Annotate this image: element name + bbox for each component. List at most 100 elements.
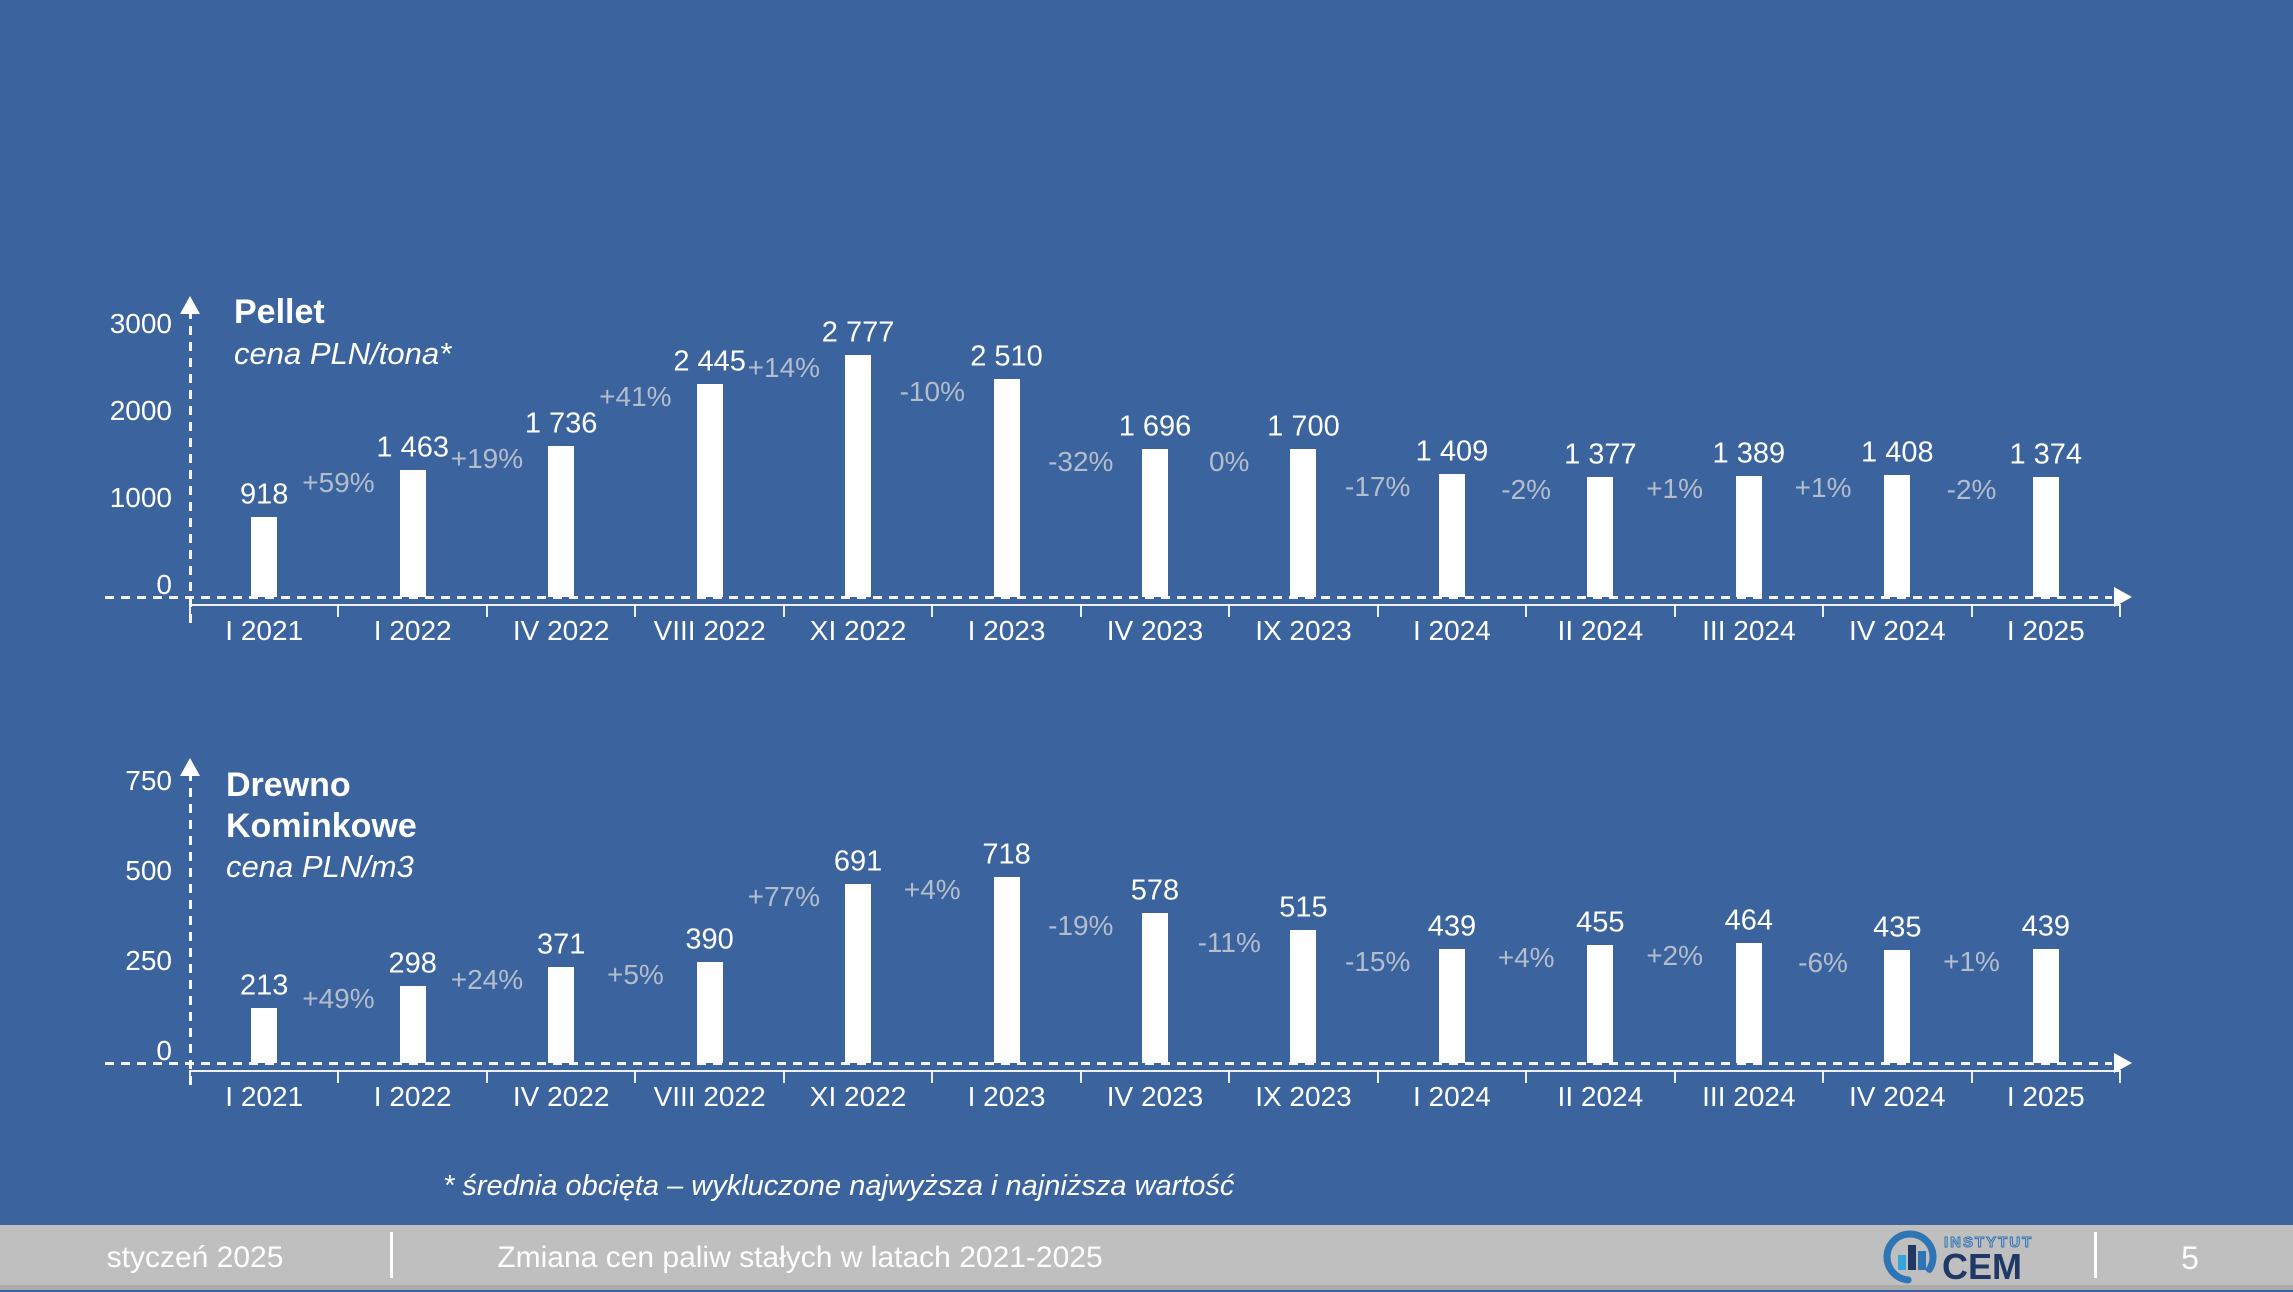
bar-value-label: 1 374	[2009, 438, 2083, 471]
category-label: I 2021	[225, 615, 304, 646]
bar-value-label: 464	[1724, 904, 1774, 937]
category-label: XI 2022	[809, 1081, 907, 1112]
bar	[1587, 945, 1614, 1063]
category-tick-mark	[931, 1070, 934, 1083]
category-tick-mark	[189, 1070, 191, 1083]
logo-text-bottom: CEM	[1942, 1246, 2022, 1287]
category-tick-mark	[337, 604, 340, 617]
percent-change-label: +4%	[903, 874, 961, 905]
bar-value-label: 1 409	[1415, 435, 1489, 468]
percent-change-label: -6%	[1798, 947, 1848, 978]
category-tick-mark	[1228, 604, 1231, 617]
category-label: XI 2022	[809, 615, 907, 646]
bar	[399, 470, 426, 597]
bar-value-label: 1 736	[524, 407, 598, 440]
category-tick-mark	[1673, 1070, 1676, 1083]
category-tick-mark	[634, 1070, 637, 1083]
logo-text-top: INSTYTUT	[1944, 1234, 2033, 1251]
percent-change-label: -32%	[1048, 446, 1114, 477]
y-tick-label: 0	[156, 1035, 172, 1066]
bar	[548, 446, 575, 597]
bar	[251, 1008, 278, 1063]
category-label: III 2024	[1702, 1081, 1796, 1112]
bar-value-label: 2 510	[970, 340, 1043, 373]
category-label: I 2023	[967, 615, 1046, 646]
bar-value-label: 918	[240, 478, 289, 511]
bar	[1290, 930, 1317, 1063]
y-tick-label: 500	[125, 855, 172, 886]
bar-value-label: 371	[536, 928, 586, 961]
bar	[1438, 949, 1465, 1063]
y-tick-label: 2000	[109, 395, 172, 426]
category-label: IV 2024	[1849, 1081, 1946, 1112]
y-tick-label: 0	[156, 569, 172, 600]
bar-value-label: 1 389	[1712, 437, 1786, 470]
x-axis-arrow-icon	[2114, 1053, 2132, 1073]
bar-value-label: 2 777	[821, 316, 895, 349]
drewno-chart-title-line2: Kominkowe	[226, 807, 417, 845]
bar	[1735, 943, 1762, 1063]
percent-change-label: +24%	[450, 964, 524, 995]
bar	[548, 967, 575, 1063]
bar	[845, 355, 872, 597]
bar	[1142, 449, 1168, 597]
category-label: III 2024	[1702, 615, 1796, 646]
bar	[2032, 949, 2059, 1063]
category-tick-mark	[1079, 1070, 1082, 1083]
bar-value-label: 515	[1279, 891, 1328, 924]
pellet-chart-title: Pellet	[234, 293, 325, 331]
category-label: IV 2023	[1106, 1081, 1204, 1112]
percent-change-label: +14%	[747, 352, 821, 383]
percent-change-label: +2%	[1646, 940, 1704, 971]
y-axis-line	[189, 772, 192, 1091]
bar	[696, 962, 723, 1063]
y-tick-label: 3000	[109, 308, 172, 339]
category-tick-mark	[2119, 604, 2121, 617]
category-label: I 2025	[2006, 615, 2085, 646]
bar	[696, 384, 723, 597]
category-label: IV 2022	[512, 1081, 610, 1112]
bar	[2032, 477, 2059, 597]
bar	[993, 877, 1020, 1063]
footer-divider-right	[2094, 1232, 2097, 1278]
category-tick-mark	[2119, 1070, 2121, 1083]
y-axis-arrow-icon	[180, 758, 200, 776]
bar	[1884, 475, 1911, 597]
bar	[993, 379, 1020, 597]
percent-change-label: +19%	[450, 443, 524, 474]
category-label: I 2022	[373, 615, 452, 646]
category-label: I 2022	[373, 1081, 452, 1112]
category-tick-mark	[1228, 1070, 1231, 1083]
page-number: 5	[2181, 1240, 2199, 1276]
footer-bar: styczeń 2025 Zmiana cen paliw stałych w …	[0, 1225, 2293, 1290]
percent-change-label: +5%	[606, 959, 664, 990]
percent-change-label: +41%	[599, 381, 672, 412]
bar-value-label: 390	[685, 923, 734, 956]
drewno-chart-subtitle: cena PLN/m3	[226, 849, 414, 884]
category-axis-line	[190, 604, 2120, 606]
pellet-chart-subtitle: cena PLN/tona*	[234, 336, 452, 371]
percent-change-label: +49%	[302, 983, 375, 1014]
percent-change-label: 0%	[1208, 446, 1250, 477]
category-tick-mark	[1970, 1070, 1973, 1083]
percent-change-label: -19%	[1048, 910, 1114, 941]
bar-value-label: 1 700	[1267, 410, 1340, 443]
category-label: II 2024	[1557, 1081, 1644, 1112]
bar-value-label: 1 408	[1861, 436, 1934, 469]
category-label: VIII 2022	[653, 615, 766, 646]
bar-value-label: 2 445	[673, 345, 746, 378]
y-tick-label: 1000	[109, 482, 172, 513]
percent-change-label: +59%	[302, 467, 375, 498]
bar	[845, 884, 872, 1063]
category-tick-mark	[1822, 1070, 1825, 1083]
category-tick-mark	[485, 604, 488, 617]
category-label: IV 2024	[1849, 615, 1946, 646]
category-label: I 2024	[1412, 1081, 1491, 1112]
percent-change-label: +1%	[1943, 946, 2000, 977]
cem-logo-icon: INSTYTUT CEM	[1878, 1227, 2088, 1292]
bar	[1884, 950, 1911, 1063]
bar	[1290, 449, 1317, 597]
footer-date: styczeń 2025	[106, 1241, 284, 1274]
drewno-chart-title-line1: Drewno	[226, 766, 351, 804]
